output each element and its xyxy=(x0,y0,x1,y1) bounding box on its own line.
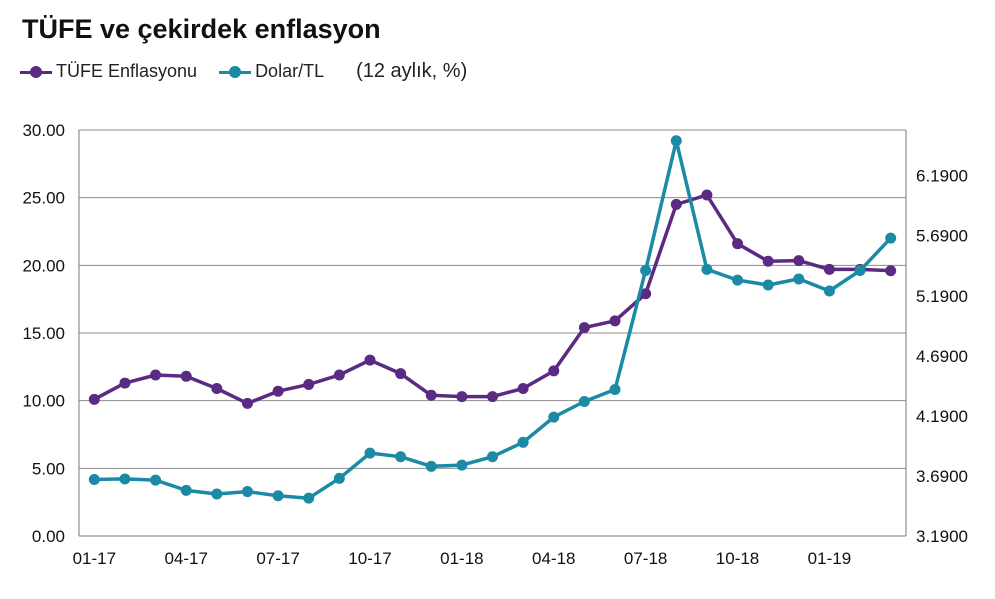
series-point-0 xyxy=(211,382,223,394)
series-point-0 xyxy=(395,368,407,380)
series-point-1 xyxy=(854,265,866,277)
y-right-tick-label: 4.6900 xyxy=(916,347,968,366)
y-right-tick-label: 6.1900 xyxy=(916,167,968,186)
series-point-1 xyxy=(425,460,437,472)
series-point-0 xyxy=(241,397,253,409)
y-right-tick-label: 3.1900 xyxy=(916,527,968,546)
series-point-0 xyxy=(517,382,529,394)
x-tick-label: 07-18 xyxy=(624,549,667,568)
series-point-0 xyxy=(119,377,131,389)
series-point-0 xyxy=(303,378,315,390)
x-tick-label: 01-18 xyxy=(440,549,483,568)
series-point-1 xyxy=(517,436,529,448)
x-tick-label: 10-18 xyxy=(716,549,759,568)
y-right-tick-label: 3.6900 xyxy=(916,467,968,486)
series-point-0 xyxy=(333,369,345,381)
y-left-tick-label: 5.00 xyxy=(32,459,65,478)
series-point-1 xyxy=(150,474,162,486)
series-point-1 xyxy=(548,411,560,423)
series-point-1 xyxy=(640,265,652,277)
series-point-1 xyxy=(793,273,805,285)
legend-note: (12 aylık, %) xyxy=(356,60,468,82)
series-point-1 xyxy=(303,492,315,504)
x-tick-label: 01-17 xyxy=(73,549,116,568)
series-point-0 xyxy=(272,385,284,397)
series-point-0 xyxy=(487,391,498,403)
series-point-1 xyxy=(272,490,284,502)
series-point-1 xyxy=(823,285,835,297)
series-point-1 xyxy=(211,488,223,500)
series-line-0 xyxy=(93,193,891,406)
series-point-0 xyxy=(885,265,897,277)
chart-title: TÜFE ve çekirdek enflasyon xyxy=(22,14,381,44)
chart-legend: TÜFE Enflasyonu Dolar/TL (12 aylık, %) xyxy=(20,60,467,83)
series-point-0 xyxy=(425,389,437,401)
series-point-1 xyxy=(578,395,590,407)
series-point-1 xyxy=(487,451,498,463)
series-point-0 xyxy=(732,238,744,250)
y-left-tick-label: 30.00 xyxy=(22,121,65,140)
series-point-1 xyxy=(609,383,621,395)
x-tick-label: 10-17 xyxy=(348,549,391,568)
series-point-1 xyxy=(456,459,468,471)
series-point-0 xyxy=(150,369,162,381)
x-tick-label: 04-18 xyxy=(532,549,575,568)
series-point-1 xyxy=(180,484,192,496)
y-right-tick-label: 5.1900 xyxy=(916,287,968,306)
series-point-0 xyxy=(578,322,590,334)
series-point-1 xyxy=(364,447,376,459)
y-right-tick-label: 5.6900 xyxy=(916,227,968,246)
x-tick-label: 07-17 xyxy=(256,549,299,568)
legend-item-tufe: TÜFE Enflasyonu xyxy=(20,61,197,82)
legend-item-dolar: Dolar/TL xyxy=(219,61,324,82)
series-line-1 xyxy=(94,139,892,500)
series-point-1 xyxy=(119,473,131,485)
series-point-1 xyxy=(885,232,897,244)
y-left-tick-label: 25.00 xyxy=(22,189,65,208)
series-point-0 xyxy=(548,365,560,377)
legend-swatch-dolar xyxy=(219,65,252,79)
series-point-1 xyxy=(395,451,407,463)
series-point-0 xyxy=(456,391,468,403)
y-left-tick-label: 15.00 xyxy=(22,324,65,343)
x-tick-label: 01-19 xyxy=(808,549,851,568)
series-point-1 xyxy=(701,263,713,275)
series-point-0 xyxy=(180,370,192,382)
series-point-1 xyxy=(670,135,682,147)
series-point-0 xyxy=(670,198,682,210)
series-point-1 xyxy=(762,279,774,291)
series-point-1 xyxy=(241,486,253,498)
y-left-tick-label: 20.00 xyxy=(22,256,65,275)
series-point-0 xyxy=(823,263,835,275)
series-point-0 xyxy=(88,393,100,405)
y-left-tick-label: 10.00 xyxy=(22,392,65,411)
legend-label-tufe: TÜFE Enflasyonu xyxy=(56,61,198,81)
x-tick-label: 04-17 xyxy=(164,549,207,568)
legend-swatch-tufe xyxy=(20,65,52,79)
series-point-1 xyxy=(88,474,100,486)
series-point-0 xyxy=(701,189,713,201)
y-right-tick-label: 4.1900 xyxy=(916,407,968,426)
legend-label-dolar: Dolar/TL xyxy=(255,61,325,81)
series-point-0 xyxy=(762,255,774,267)
series-point-0 xyxy=(364,354,376,366)
y-left-tick-label: 0.00 xyxy=(32,527,65,546)
series-point-1 xyxy=(333,472,345,484)
series-point-1 xyxy=(732,274,744,286)
series-point-0 xyxy=(609,315,621,327)
series-point-0 xyxy=(640,288,652,300)
series-point-0 xyxy=(793,255,805,267)
